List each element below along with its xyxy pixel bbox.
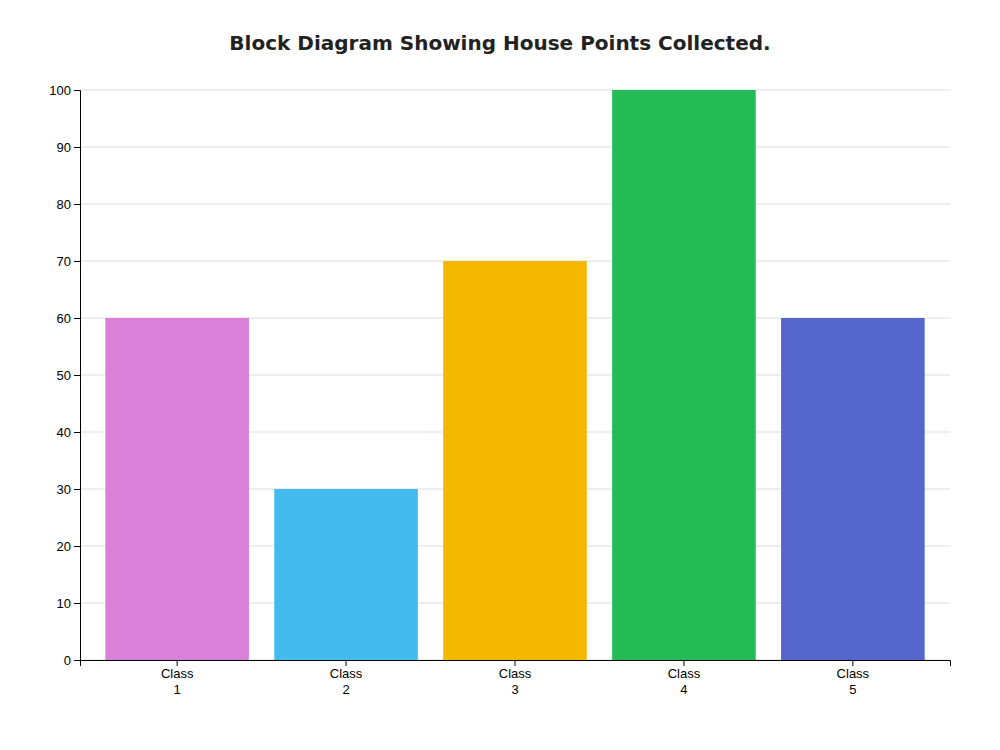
y-tick: 20 xyxy=(57,539,80,554)
y-tick: 90 xyxy=(57,140,80,155)
y-tick: 40 xyxy=(57,425,80,440)
y-tick: 10 xyxy=(57,596,80,611)
y-tick-mark xyxy=(74,660,80,661)
y-tick: 70 xyxy=(57,254,80,269)
x-tick: Class3 xyxy=(499,660,532,697)
y-tick: 100 xyxy=(49,83,80,98)
y-tick-label: 20 xyxy=(57,539,71,554)
y-tick: 50 xyxy=(57,368,80,383)
x-axis: Class1 Class2 Class3 Class4 Class5 xyxy=(81,660,951,697)
x-tick: Class4 xyxy=(668,660,701,697)
bar xyxy=(781,318,925,660)
chart: Block Diagram Showing House Points Colle… xyxy=(0,0,1000,750)
x-tick-label: Class4 xyxy=(668,666,701,697)
y-tick-mark xyxy=(74,147,80,148)
bar xyxy=(105,318,249,660)
x-tick-mark xyxy=(852,660,853,666)
bar xyxy=(612,90,756,660)
y-tick-mark xyxy=(74,375,80,376)
y-axis: 0 10 20 30 40 50 60 70 80 90 100 xyxy=(49,83,80,668)
y-tick-mark xyxy=(74,432,80,433)
x-tick-label: Class2 xyxy=(330,666,363,697)
grid xyxy=(80,90,950,660)
y-tick-label: 30 xyxy=(57,482,71,497)
y-tick-label: 60 xyxy=(57,311,71,326)
plot: 0 10 20 30 40 50 60 70 80 90 100 Class1 Class2 Class3… xyxy=(49,83,950,697)
y-tick-label: 80 xyxy=(57,197,71,212)
x-tick-mark xyxy=(683,660,684,666)
y-tick-mark xyxy=(74,90,80,91)
y-tick-mark xyxy=(74,261,80,262)
title: Block Diagram Showing House Points Colle… xyxy=(229,31,770,55)
y-tick-label: 50 xyxy=(57,368,71,383)
y-tick-label: 10 xyxy=(57,596,71,611)
x-axis-line xyxy=(81,661,951,667)
y-tick: 80 xyxy=(57,197,80,212)
y-tick-mark xyxy=(74,603,80,604)
y-tick-label: 90 xyxy=(57,140,71,155)
x-tick-mark xyxy=(346,660,347,666)
bar xyxy=(274,489,418,660)
grid-line xyxy=(80,90,950,91)
x-tick-label: Class1 xyxy=(161,666,194,697)
x-tick-label: Class5 xyxy=(837,666,870,697)
y-tick-label: 100 xyxy=(49,83,71,98)
y-tick-label: 70 xyxy=(57,254,71,269)
y-tick-mark xyxy=(74,204,80,205)
y-tick: 60 xyxy=(57,311,80,326)
y-tick-label: 40 xyxy=(57,425,71,440)
grid-line xyxy=(80,204,950,205)
x-tick-label: Class3 xyxy=(499,666,532,697)
x-tick: Class2 xyxy=(330,660,363,697)
grid-line xyxy=(80,147,950,148)
y-tick-label: 0 xyxy=(64,653,71,668)
bar xyxy=(443,261,587,660)
y-tick: 30 xyxy=(57,482,80,497)
x-tick-mark xyxy=(177,660,178,666)
bars xyxy=(105,90,924,660)
y-tick-mark xyxy=(74,489,80,490)
x-tick: Class5 xyxy=(837,660,870,697)
y-tick-mark xyxy=(74,318,80,319)
y-tick: 0 xyxy=(64,653,80,668)
x-tick: Class1 xyxy=(161,660,194,697)
x-tick-mark xyxy=(515,660,516,666)
y-tick-mark xyxy=(74,546,80,547)
y-axis-line xyxy=(74,91,81,661)
